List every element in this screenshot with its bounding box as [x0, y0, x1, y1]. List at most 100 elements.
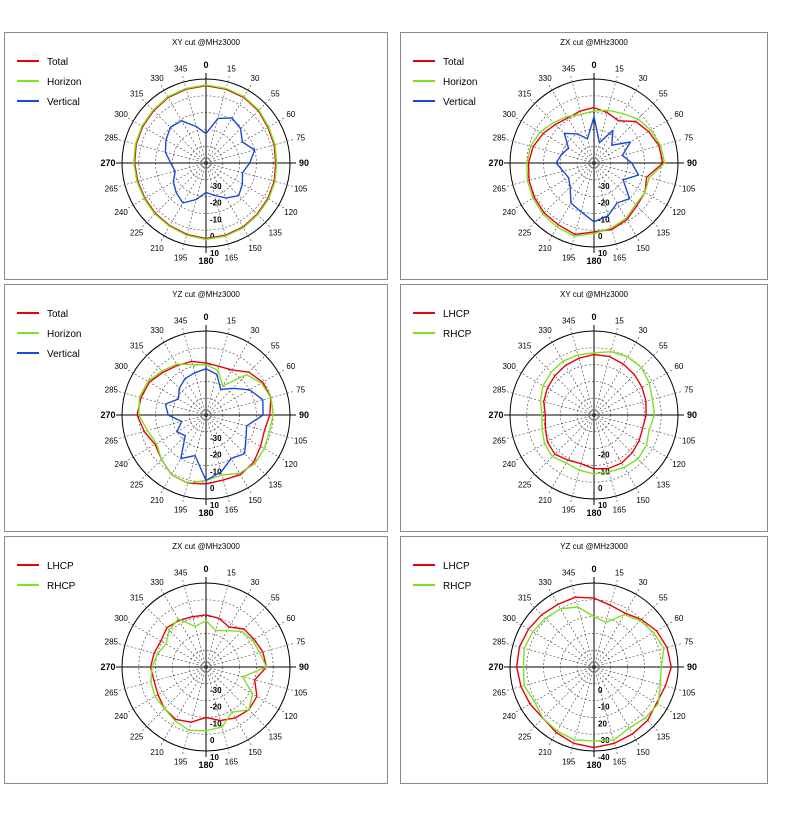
- radial-tick-label: -10: [598, 215, 610, 224]
- grid-spoke: [593, 666, 640, 746]
- grid-spoke: [570, 414, 595, 503]
- angle-tick-label: 15: [227, 64, 236, 73]
- angle-tick-label: 105: [682, 688, 696, 697]
- grid-spoke: [593, 414, 658, 479]
- grid-spoke: [593, 621, 673, 668]
- legend-label: Horizon: [47, 329, 81, 340]
- grid-spoke: [160, 336, 207, 416]
- legend-label: Vertical: [47, 349, 80, 360]
- grid-spoke: [593, 643, 682, 668]
- grid-spoke: [530, 351, 595, 416]
- angle-tick-label: 75: [684, 134, 693, 143]
- angle-tick-label: 60: [286, 362, 295, 371]
- angle-tick-label: 30: [639, 74, 648, 83]
- angle-tick-label: 195: [174, 758, 188, 767]
- angle-tick-label: 270: [100, 662, 115, 672]
- angle-tick-label: 240: [114, 460, 128, 469]
- radial-tick-label: -40: [598, 753, 610, 762]
- angle-tick-label: 120: [672, 712, 686, 721]
- grid-spoke: [205, 621, 285, 668]
- angle-tick-label: 30: [251, 578, 260, 587]
- angle-tick-label: 75: [684, 638, 693, 647]
- radial-tick-label: 0: [598, 484, 603, 493]
- angle-tick-label: 315: [518, 594, 532, 603]
- angle-tick-label: 240: [114, 208, 128, 217]
- grid-spoke: [593, 603, 658, 668]
- angle-tick-label: 90: [687, 158, 697, 168]
- radial-tick-label: 0: [598, 686, 603, 695]
- grid-spoke: [205, 414, 252, 494]
- chart-title: XY cut @MHz3000: [172, 38, 241, 47]
- angle-tick-label: 345: [562, 316, 576, 325]
- angle-tick-label: 0: [203, 312, 208, 322]
- grid-spoke: [118, 139, 207, 164]
- angle-tick-label: 55: [271, 342, 280, 351]
- angle-tick-label: 300: [502, 614, 516, 623]
- grid-spoke: [160, 666, 207, 746]
- series-line-vertical: [164, 368, 264, 482]
- angle-tick-label: 30: [639, 326, 648, 335]
- angle-tick-label: 330: [538, 578, 552, 587]
- angle-tick-label: 345: [562, 568, 576, 577]
- grid-spoke: [515, 117, 595, 164]
- angle-tick-label: 210: [150, 748, 164, 757]
- polar-chart-panel: XY cut @MHz3000 0 15 30 55 60 75 90 105 120 135 150…: [4, 32, 388, 280]
- grid-spoke: [530, 414, 595, 479]
- angle-tick-label: 30: [639, 578, 648, 587]
- angle-tick-label: 135: [269, 732, 283, 741]
- radial-tick-label: 10: [598, 501, 607, 510]
- angle-tick-label: 315: [518, 342, 532, 351]
- angle-tick-label: 300: [114, 110, 128, 119]
- angle-tick-label: 265: [493, 184, 507, 193]
- grid-spoke: [593, 162, 618, 251]
- radial-tick-label: 20: [598, 719, 607, 728]
- legend-label: LHCP: [443, 309, 470, 320]
- angle-tick-label: 210: [538, 748, 552, 757]
- angle-tick-label: 150: [636, 496, 650, 505]
- angle-tick-label: 270: [100, 158, 115, 168]
- radial-tick-label: -10: [210, 719, 222, 728]
- legend-label: Total: [443, 57, 464, 68]
- grid-spoke: [205, 162, 230, 251]
- angle-tick-label: 225: [518, 732, 532, 741]
- angle-tick-label: 300: [502, 362, 516, 371]
- grid-spoke: [205, 666, 294, 691]
- angle-tick-label: 55: [659, 342, 668, 351]
- chart-title: ZX cut @MHz3000: [560, 38, 628, 47]
- angle-tick-label: 315: [130, 594, 144, 603]
- grid-spoke: [160, 414, 207, 494]
- grid-spoke: [593, 351, 658, 416]
- radial-tick-label: 0: [210, 736, 215, 745]
- chart-title: YZ cut @MHz3000: [172, 290, 240, 299]
- angle-tick-label: 240: [114, 712, 128, 721]
- series-line-rhcp: [522, 606, 665, 742]
- angle-tick-label: 60: [286, 110, 295, 119]
- angle-tick-label: 225: [518, 480, 532, 489]
- angle-tick-label: 345: [562, 64, 576, 73]
- series-line-vertical: [164, 117, 256, 204]
- radial-tick-label: -20: [598, 199, 610, 208]
- chart-title: XY cut @MHz3000: [560, 290, 629, 299]
- angle-tick-label: 60: [674, 110, 683, 119]
- angle-tick-label: 265: [105, 184, 119, 193]
- grid-spoke: [530, 162, 595, 227]
- angle-tick-label: 180: [586, 256, 601, 266]
- radial-tick-label: 10: [210, 753, 219, 762]
- grid-spoke: [593, 369, 673, 416]
- grid-spoke: [593, 666, 682, 691]
- grid-spoke: [593, 588, 640, 668]
- angle-tick-label: 180: [198, 256, 213, 266]
- grid-spoke: [205, 99, 270, 164]
- angle-tick-label: 30: [251, 74, 260, 83]
- grid-spoke: [548, 336, 595, 416]
- grid-spoke: [570, 75, 595, 164]
- radial-tick-label: -30: [210, 182, 222, 191]
- angle-tick-label: 330: [538, 74, 552, 83]
- polar-chart-panel: ZX cut @MHz3000 0 15 30 55 60 75 90 105 120 135 150…: [4, 536, 388, 784]
- angle-tick-label: 265: [493, 436, 507, 445]
- angle-tick-label: 225: [130, 732, 144, 741]
- grid-spoke: [548, 84, 595, 164]
- grid-spoke: [593, 99, 658, 164]
- angle-tick-label: 210: [538, 496, 552, 505]
- angle-tick-label: 150: [248, 496, 262, 505]
